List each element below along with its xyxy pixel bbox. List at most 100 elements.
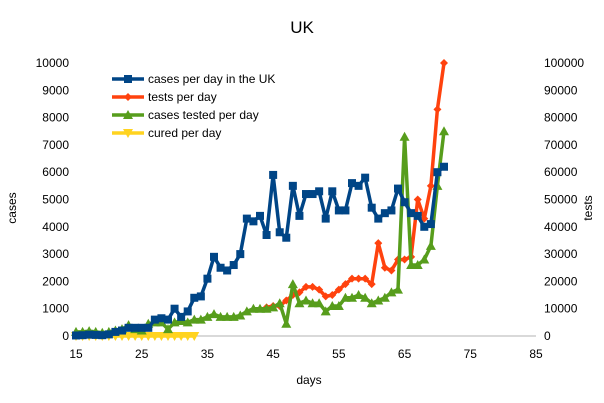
x-tick-label: 25 [135,347,149,361]
data-point [314,298,325,308]
x-tick-label: 35 [201,347,215,361]
data-point [360,292,371,302]
data-point [367,280,376,289]
data-point [387,266,396,275]
data-point [400,255,409,264]
legend-marker [123,110,133,119]
data-point [242,214,251,223]
data-point [399,131,410,141]
data-point [294,298,305,308]
data-point [440,59,448,67]
x-axis-label: days [296,373,321,387]
data-point [235,310,246,320]
data-point [320,306,331,316]
data-point [386,287,397,297]
data-point [287,279,298,289]
y2-tick-labels: 0 10000 20000 30000 40000 50000 60000 70000 8000… [544,56,584,343]
data-point [144,323,153,332]
data-point [353,290,364,300]
data-point [347,292,357,302]
data-point [420,222,429,231]
data-point [341,206,350,215]
x-tick-label: 55 [332,347,346,361]
data-point [137,323,146,332]
data-point [333,300,344,310]
data-point [425,240,436,250]
y-tick-label: 7000 [42,138,69,152]
data-point [288,181,297,190]
data-point [196,292,205,301]
y2-tick-label: 10000 [544,302,578,316]
data-point [308,190,317,199]
data-point [131,323,140,332]
y-tick-label: 3000 [42,247,69,261]
data-point [182,317,193,327]
y-tick-label: 1000 [42,302,69,316]
legend-label: cured per day [148,126,221,140]
data-point [91,330,100,339]
data-point [426,220,435,229]
data-point [426,181,435,190]
data-point [439,126,449,136]
x-tick-label: 65 [398,347,412,361]
chart-title: UK [290,18,314,37]
y2-tick-label: 70000 [544,138,578,152]
data-point [366,298,377,308]
legend-label: tests per day [148,90,217,104]
data-point [281,318,292,328]
data-point [407,209,416,218]
data-point [249,217,258,226]
x-tick-label: 75 [464,347,478,361]
legend: cases per day in the UK tests per day case… [112,72,275,140]
data-point [182,332,193,341]
data-point [123,332,134,341]
data-point [118,326,126,335]
data-point [406,260,417,270]
legend-item-cured-per-day: cured per day [112,126,221,140]
data-point [295,211,304,220]
data-point [374,239,383,248]
data-point [354,181,363,190]
legend-marker [124,93,132,101]
data-point [354,274,363,283]
data-point [72,331,80,340]
y2-tick-label: 90000 [544,83,578,97]
data-point [255,303,265,313]
legend-marker [123,129,133,138]
data-point [150,315,159,324]
data-point [348,274,356,283]
data-point [308,282,317,291]
data-point [348,179,356,188]
data-point [236,250,245,259]
data-point [302,190,310,199]
data-point [216,263,225,272]
data-point [163,324,173,334]
data-point [124,323,133,332]
data-point [195,314,206,324]
data-point [85,330,94,339]
data-point [328,291,337,300]
data-point [341,280,350,289]
y2-tick-label: 0 [544,329,551,343]
data-point [203,274,212,283]
data-point [334,285,343,294]
data-point [321,214,330,223]
data-point [164,315,172,324]
data-point [111,327,120,336]
data-point [321,292,330,301]
data-point [433,168,442,177]
y-axis-label: cases [5,192,19,223]
data-point [315,285,324,294]
data-point [307,298,318,308]
data-point [210,252,218,261]
data-point [229,261,238,270]
data-point [189,332,200,341]
data-point [156,332,167,341]
y-tick-label: 5000 [42,193,69,207]
y-tick-label: 0 [62,329,69,343]
data-point [282,233,291,242]
y2-tick-label: 40000 [544,220,578,234]
y2-tick-label: 30000 [544,247,578,261]
data-point [248,303,259,313]
